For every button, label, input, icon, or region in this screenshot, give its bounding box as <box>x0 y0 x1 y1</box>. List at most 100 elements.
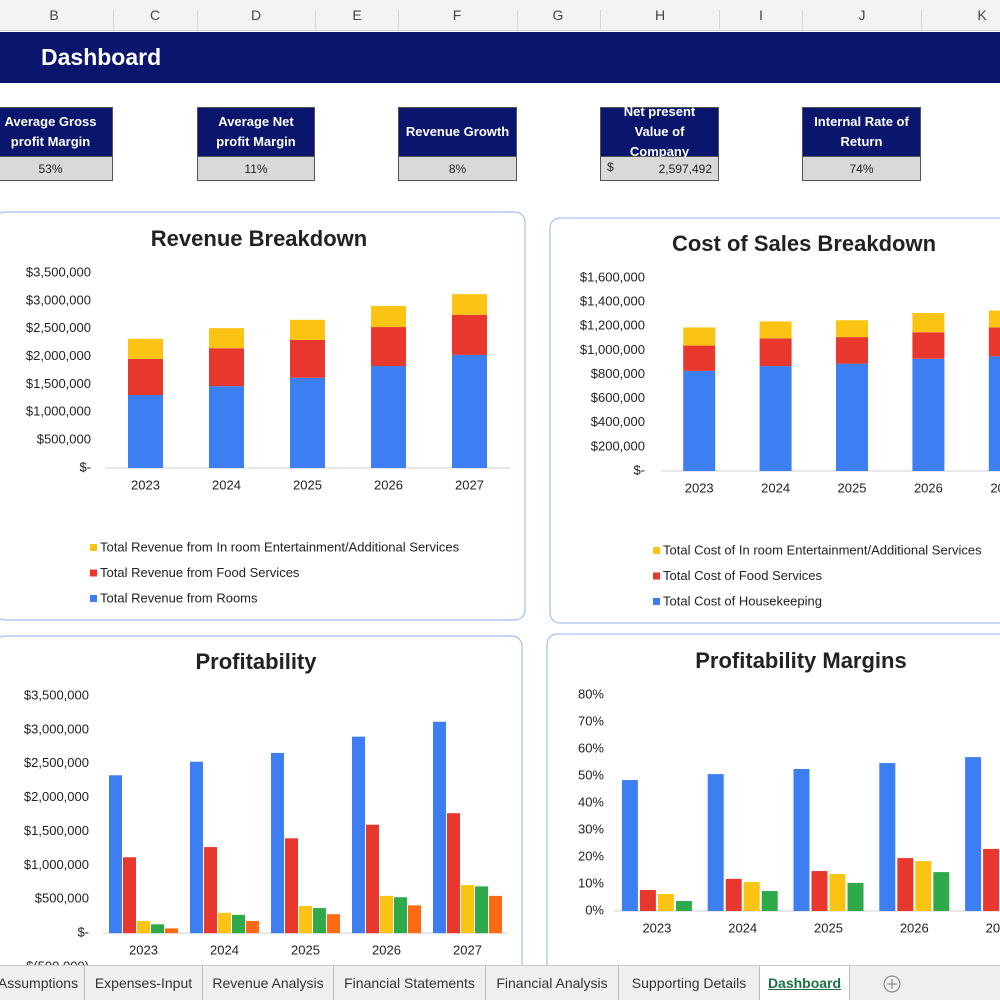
legend-swatch <box>653 547 660 554</box>
chart-panel <box>546 633 1000 995</box>
bar <box>285 838 298 934</box>
bar <box>165 928 178 934</box>
y-tick-label: $500,000 <box>35 891 89 906</box>
legend-label: Total Revenue from Rooms <box>100 590 258 605</box>
kpi-value-cell: $2,597,492 <box>600 157 719 181</box>
sheet-tab[interactable]: Dashboard <box>760 966 850 1000</box>
y-tick-label: $1,000,000 <box>580 342 645 357</box>
x-tick-label: 2024 <box>761 480 790 495</box>
x-tick-label: 2025 <box>838 480 867 495</box>
y-tick-label: 10% <box>578 875 604 890</box>
y-tick-label: 50% <box>578 767 604 782</box>
x-tick-label: 2023 <box>642 920 671 935</box>
column-header[interactable]: J <box>858 7 866 23</box>
column-separator <box>315 10 316 30</box>
column-header[interactable]: C <box>149 7 161 23</box>
y-tick-label: $1,200,000 <box>580 318 645 333</box>
y-tick-label: $2,000,000 <box>24 789 89 804</box>
bar <box>897 858 914 911</box>
column-header[interactable]: D <box>250 7 262 23</box>
column-header[interactable]: K <box>977 7 987 23</box>
kpi-currency: $ <box>607 160 614 174</box>
legend-label: Total Cost of Food Services <box>663 568 822 583</box>
chart-title: Profitability <box>195 649 317 674</box>
y-tick-label: $1,600,000 <box>580 269 645 284</box>
y-tick-label: 30% <box>578 821 604 836</box>
y-tick-label: $1,000,000 <box>26 404 91 419</box>
y-tick-label: $2,000,000 <box>26 348 91 363</box>
sheet-tab[interactable]: Revenue Analysis <box>203 966 334 1000</box>
column-header[interactable]: E <box>352 7 362 23</box>
bar <box>371 305 406 328</box>
legend-swatch <box>653 598 660 605</box>
kpi-label: Internal Rate of Return <box>802 107 921 157</box>
bar <box>811 871 828 911</box>
bar <box>915 861 932 911</box>
sheet-tab[interactable]: Financial Analysis <box>486 966 619 1000</box>
bar <box>447 813 460 934</box>
bar <box>209 348 244 387</box>
sheet-tab[interactable]: Financial Statements <box>334 966 486 1000</box>
y-tick-label: $1,400,000 <box>580 294 645 309</box>
sheet-tabs: Assumptions Expenses-Input Revenue Analysi… <box>0 965 1000 1000</box>
y-tick-label: $2,500,000 <box>24 755 89 770</box>
bar <box>366 824 379 934</box>
bar <box>299 906 312 934</box>
y-tick-label: 70% <box>578 713 604 728</box>
y-tick-label: $- <box>633 462 645 477</box>
bar <box>452 314 487 355</box>
chart-title: Cost of Sales Breakdown <box>672 231 936 256</box>
bar <box>743 882 760 911</box>
bar <box>683 370 716 471</box>
y-tick-label: $400,000 <box>591 414 645 429</box>
kpi-value-cell: 11% <box>197 157 315 181</box>
column-separator <box>517 10 518 30</box>
add-sheet-button[interactable] <box>882 974 902 994</box>
column-header[interactable]: H <box>654 7 666 23</box>
x-tick-label: 2027 <box>453 943 482 958</box>
column-header[interactable]: I <box>759 7 763 23</box>
bar <box>707 774 724 911</box>
bar <box>128 395 163 468</box>
bar <box>475 886 488 934</box>
sheet-tab[interactable]: Expenses-Input <box>85 966 203 1000</box>
bar <box>128 338 163 359</box>
column-separator <box>921 10 922 30</box>
column-header[interactable]: G <box>552 7 564 23</box>
bar <box>759 338 792 367</box>
x-tick-label: 2026 <box>372 943 401 958</box>
kpi-value-cell: 74% <box>802 157 921 181</box>
x-tick-label: 2027 <box>455 477 484 492</box>
bar <box>879 763 896 911</box>
y-tick-label: $200,000 <box>591 438 645 453</box>
column-separator <box>719 10 720 30</box>
bar <box>137 920 150 934</box>
bar <box>621 780 638 911</box>
x-tick-label: 2024 <box>728 920 757 935</box>
bar <box>761 891 778 911</box>
column-header[interactable]: B <box>49 7 59 23</box>
kpi-value-cell: 8% <box>398 157 517 181</box>
bar <box>408 905 421 934</box>
bar <box>489 895 502 934</box>
bar <box>232 914 245 934</box>
bar <box>847 882 864 911</box>
bar <box>793 768 810 911</box>
sheet-tab[interactable]: Assumptions <box>0 966 85 1000</box>
y-tick-label: 40% <box>578 794 604 809</box>
column-separator <box>600 10 601 30</box>
bar <box>433 721 446 934</box>
bar <box>371 366 406 468</box>
bar <box>128 358 163 396</box>
x-tick-label: 2025 <box>814 920 843 935</box>
y-tick-label: $3,000,000 <box>24 721 89 736</box>
bar <box>204 847 217 934</box>
bar <box>912 312 945 333</box>
column-header[interactable]: F <box>452 7 462 23</box>
y-tick-label: $600,000 <box>591 390 645 405</box>
y-tick-label: $- <box>79 459 91 474</box>
y-tick-label: $2,500,000 <box>26 320 91 335</box>
sheet-tab[interactable]: Supporting Details <box>619 966 760 1000</box>
